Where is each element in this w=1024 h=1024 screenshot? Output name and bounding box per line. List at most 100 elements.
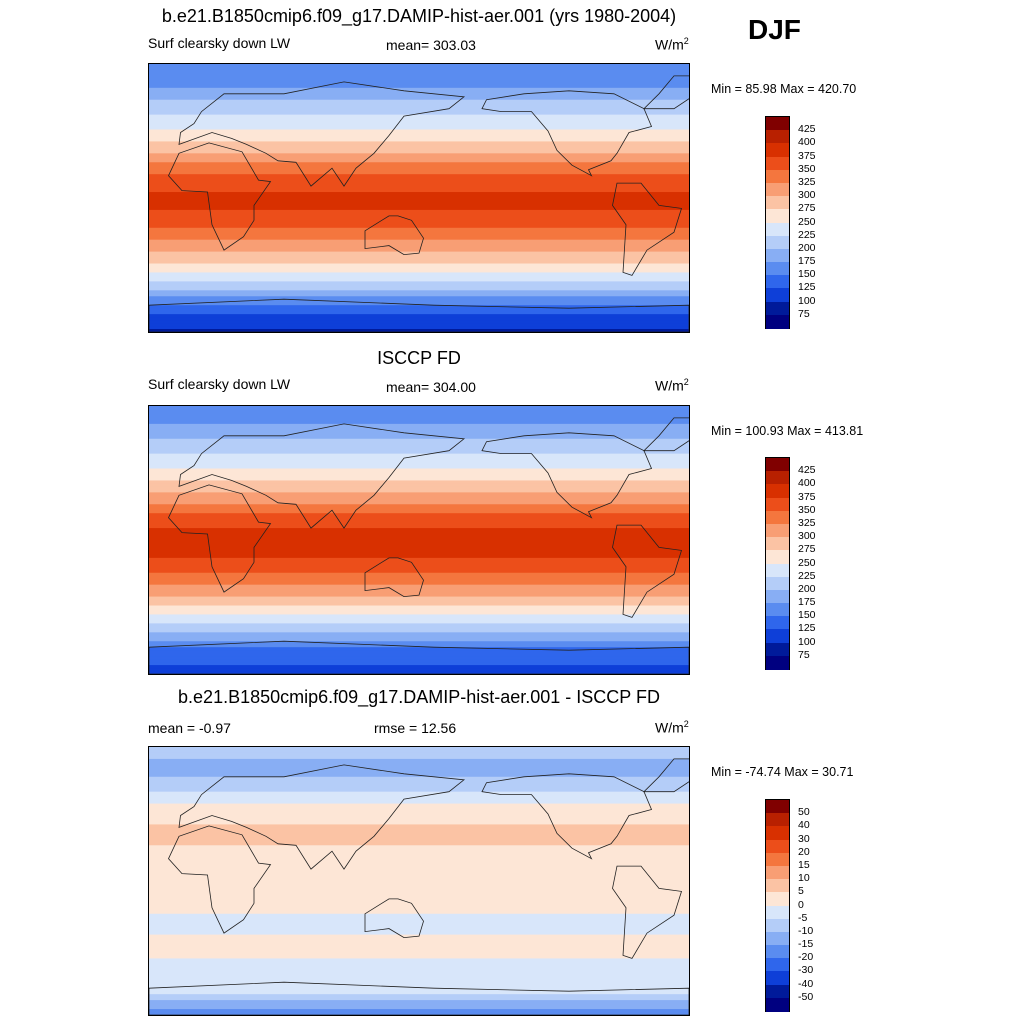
map-band <box>149 224 689 229</box>
colorbar-tick-label: 150 <box>798 609 816 622</box>
map-band <box>149 108 689 113</box>
colorbar-tick-label: 300 <box>798 530 816 543</box>
colorbar-swatch <box>766 918 789 933</box>
colorbar-tick-label: 5 <box>798 885 804 898</box>
colorbar-swatch <box>766 945 789 959</box>
map-band <box>149 84 689 89</box>
map-band <box>149 833 689 837</box>
map-band <box>149 323 689 327</box>
map-band <box>149 474 689 479</box>
map-band <box>149 563 689 568</box>
map-band <box>149 293 689 297</box>
map-band <box>149 209 689 214</box>
map-band <box>149 302 689 306</box>
panel2-map <box>148 405 690 675</box>
map-band <box>149 866 689 870</box>
colorbar-tick-label: -10 <box>798 924 814 937</box>
panel2-variable-label: Surf clearsky down LW <box>148 376 291 392</box>
map-band <box>149 221 689 226</box>
map-band <box>149 952 689 957</box>
map-band <box>149 863 689 867</box>
panel3-map <box>148 746 690 1016</box>
map-band <box>149 650 689 654</box>
map-band <box>149 997 689 1001</box>
map-band <box>149 159 689 163</box>
colorbar-swatch <box>766 235 789 250</box>
map-band <box>149 165 689 169</box>
map-band <box>149 423 689 428</box>
map-band <box>149 248 689 253</box>
map-band <box>149 964 689 968</box>
map-band <box>149 913 689 918</box>
map-band <box>149 596 689 601</box>
colorbar-tick-label: 225 <box>798 228 816 241</box>
colorbar-tick-label: 0 <box>798 898 804 911</box>
map-band <box>149 782 689 787</box>
panel1-title: b.e21.B1850cmip6.f09_g17.DAMIP-hist-aer.… <box>161 6 677 26</box>
coastline <box>178 423 466 529</box>
panel2-units-base: W/m <box>655 377 684 394</box>
map-band <box>149 123 689 128</box>
map-band <box>149 970 689 974</box>
panel2-colorbar <box>765 457 790 670</box>
map-band <box>149 242 689 247</box>
map-band <box>149 120 689 125</box>
map-band <box>149 218 689 223</box>
colorbar-swatch <box>766 301 789 316</box>
colorbar-swatch <box>766 143 789 158</box>
map-band <box>149 212 689 217</box>
map-band <box>149 608 689 613</box>
colorbar-tick-label: 300 <box>798 189 816 202</box>
map-band <box>149 875 689 879</box>
coastline <box>149 640 689 674</box>
map-band <box>149 803 689 808</box>
map-band <box>149 195 689 199</box>
season-label: DJF <box>748 14 801 45</box>
map-band <box>149 988 689 992</box>
colorbar-tick-label: 425 <box>798 123 816 136</box>
map-band <box>149 266 689 271</box>
colorbar-tick-label: 175 <box>798 255 816 268</box>
map-band <box>149 272 689 277</box>
colorbar-tick-label: 10 <box>798 872 810 885</box>
coastline <box>612 182 683 276</box>
colorbar-tick-label: 175 <box>798 596 816 609</box>
colorbar-swatch <box>766 852 789 867</box>
map-band <box>149 764 689 769</box>
map-band <box>149 815 689 820</box>
map-band <box>149 818 689 823</box>
map-band <box>149 135 689 140</box>
map-band <box>149 171 689 175</box>
map-band <box>149 599 689 604</box>
map-band <box>149 87 689 92</box>
map-band <box>149 326 689 330</box>
map-band <box>149 958 689 962</box>
map-band <box>149 150 689 154</box>
map-band <box>149 785 689 790</box>
map-band <box>149 534 689 538</box>
map-band <box>149 581 689 586</box>
map-band <box>149 444 689 449</box>
map-band <box>149 878 689 882</box>
map-band <box>149 659 689 663</box>
map-band <box>149 406 689 410</box>
map-band <box>149 889 689 894</box>
map-band <box>149 290 689 294</box>
panel3-colorbar <box>765 799 790 1012</box>
map-band <box>149 758 689 763</box>
colorbar-swatch <box>766 984 789 999</box>
coastline <box>178 81 466 187</box>
map-band <box>149 308 689 312</box>
map-band <box>149 842 689 846</box>
map-band <box>149 752 689 757</box>
map-band <box>149 516 689 520</box>
map-band <box>149 281 689 285</box>
map-band <box>149 528 689 532</box>
map-band <box>149 886 689 891</box>
map-band <box>149 755 689 760</box>
map-band <box>149 206 689 211</box>
map-band <box>149 278 689 282</box>
map-band <box>149 93 689 98</box>
map-band <box>149 809 689 814</box>
map-band <box>149 931 689 936</box>
